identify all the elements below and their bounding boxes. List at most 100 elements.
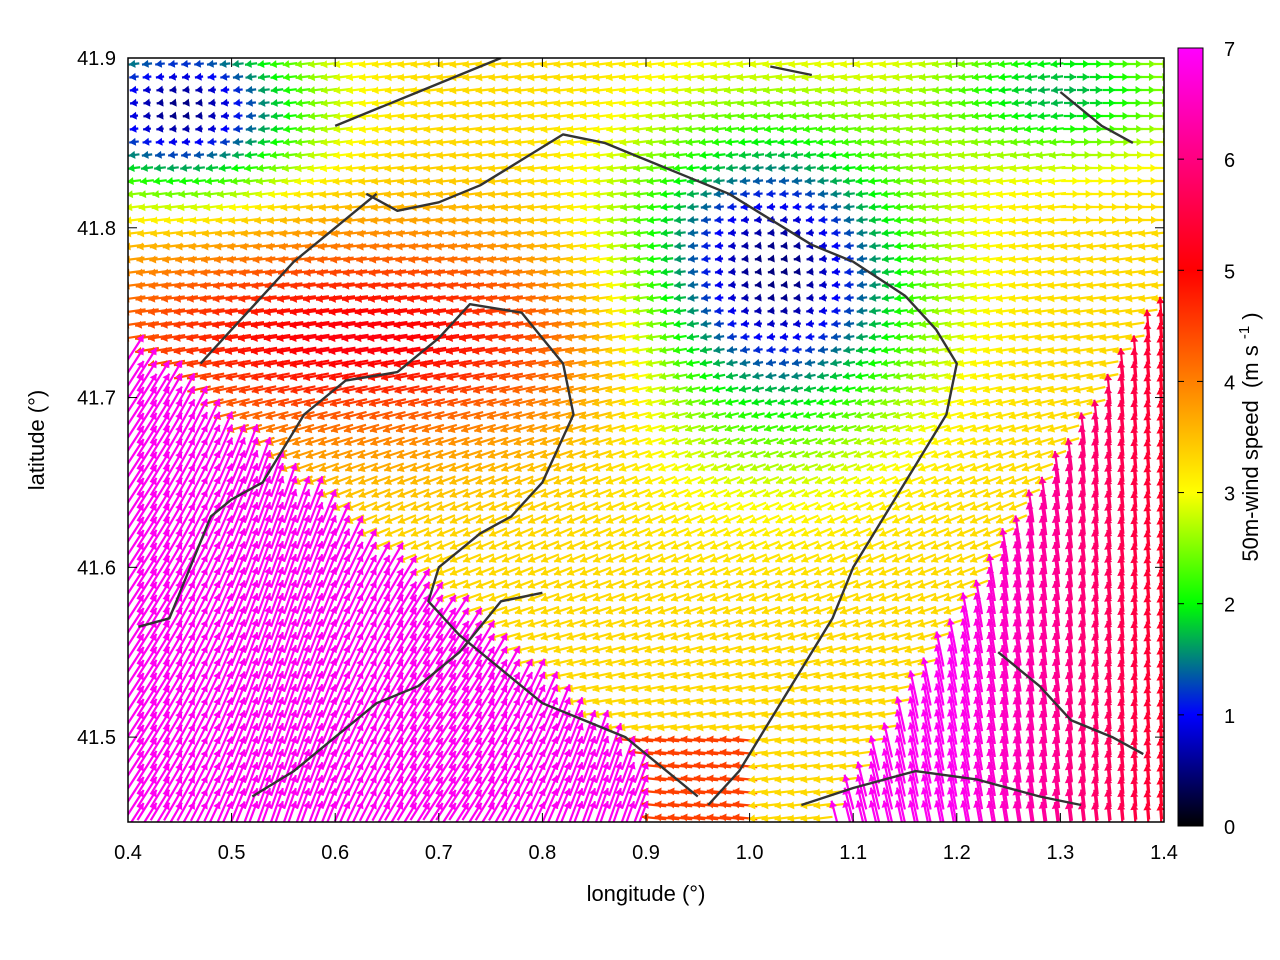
wind-vector-head bbox=[633, 203, 641, 212]
wind-vector-head bbox=[397, 125, 405, 134]
wind-vector-head bbox=[212, 307, 220, 316]
wind-vector-head bbox=[1047, 307, 1055, 316]
wind-vector-head bbox=[1034, 281, 1042, 290]
wind-vector-head bbox=[918, 73, 926, 82]
wind-vector-head bbox=[186, 334, 194, 342]
wind-vector-head bbox=[423, 151, 431, 160]
wind-vector-head bbox=[970, 229, 978, 238]
wind-vector-head bbox=[553, 125, 561, 134]
wind-vector-head bbox=[1021, 268, 1029, 277]
wind-vector-head bbox=[473, 255, 481, 264]
wind-vector-head bbox=[501, 99, 509, 108]
wind-vector-head bbox=[806, 267, 814, 276]
wind-vector-head bbox=[869, 228, 877, 237]
wind-vector-head bbox=[793, 280, 801, 289]
wind-vector-head bbox=[168, 150, 176, 159]
wind-vector-head bbox=[175, 255, 183, 264]
wind-vector-head bbox=[433, 281, 441, 290]
wind-vector-head bbox=[776, 99, 784, 108]
wind-vector-head bbox=[647, 268, 655, 277]
wind-vector-head bbox=[765, 163, 773, 172]
wind-vector-head bbox=[879, 73, 887, 82]
wind-vector-head bbox=[919, 151, 927, 160]
wind-vector-head bbox=[142, 137, 150, 146]
wind-vector-head bbox=[333, 73, 341, 82]
wind-vector-head bbox=[687, 215, 695, 224]
wind-vector-head bbox=[906, 164, 914, 173]
wind-vector-head bbox=[1071, 151, 1078, 159]
wind-vector-head bbox=[208, 85, 216, 94]
wind-vector-head bbox=[816, 385, 825, 393]
wind-vector-head bbox=[551, 346, 559, 355]
wind-vector-head bbox=[1069, 86, 1076, 94]
wind-vector-head bbox=[143, 111, 151, 120]
wind-vector-head bbox=[1024, 72, 1032, 81]
wind-vector-head bbox=[593, 164, 601, 173]
wind-vector-head bbox=[501, 60, 509, 69]
wind-vector-head bbox=[958, 99, 966, 108]
wind-vector-head bbox=[751, 424, 759, 433]
wind-vector-head bbox=[283, 112, 291, 120]
wind-vector-head bbox=[332, 190, 340, 199]
wind-vector-head bbox=[380, 334, 388, 343]
wind-vector-head bbox=[827, 60, 835, 69]
wind-vector-head bbox=[307, 60, 315, 69]
wind-vector-head bbox=[169, 124, 177, 133]
wind-vector-head bbox=[646, 346, 654, 355]
wind-vector-head bbox=[566, 99, 574, 108]
wind-vector-head bbox=[844, 306, 852, 315]
wind-vector-head bbox=[830, 189, 838, 198]
wind-vector-head bbox=[906, 138, 914, 147]
wind-vector-head bbox=[1021, 281, 1029, 290]
wind-vector-head bbox=[714, 241, 722, 250]
wind-vector-head bbox=[265, 255, 273, 264]
wind-vector-head bbox=[579, 86, 587, 95]
wind-vector-head bbox=[136, 334, 144, 343]
wind-vector-head bbox=[793, 306, 801, 315]
wind-vector-head bbox=[945, 73, 953, 82]
wind-vector-head bbox=[500, 255, 508, 264]
wind-vector-head bbox=[357, 216, 365, 225]
wind-vector-head bbox=[817, 163, 824, 172]
wind-vector-head bbox=[289, 321, 297, 329]
wind-vector-head bbox=[996, 190, 1004, 199]
wind-vector-head bbox=[674, 280, 682, 289]
wind-vector-head bbox=[383, 216, 391, 225]
wind-vector-head bbox=[165, 190, 173, 199]
wind-vector-head bbox=[246, 111, 253, 120]
wind-vector-head bbox=[701, 293, 709, 302]
wind-vector-head bbox=[270, 60, 278, 69]
wind-vector-head bbox=[619, 86, 626, 95]
wind-vector-head bbox=[1060, 333, 1068, 342]
wind-vector-head bbox=[739, 163, 747, 172]
wind-vector-head bbox=[354, 308, 362, 316]
wind-vector-head bbox=[1034, 255, 1042, 264]
wind-vector-head bbox=[135, 307, 143, 316]
wind-vector-head bbox=[776, 112, 784, 121]
wind-vector-head bbox=[1021, 333, 1029, 342]
wind-vector-head bbox=[445, 334, 454, 342]
wind-vector-head bbox=[514, 190, 522, 199]
wind-vector-head bbox=[1009, 164, 1017, 173]
wind-vector-head bbox=[741, 306, 749, 315]
wind-vector-head bbox=[855, 189, 863, 198]
wind-vector-head bbox=[844, 280, 852, 289]
wind-vector-head bbox=[295, 138, 303, 147]
wind-vector-head bbox=[579, 242, 587, 251]
wind-vector-head bbox=[302, 334, 310, 343]
wind-vector-head bbox=[868, 177, 876, 186]
wind-vector-head bbox=[970, 307, 978, 316]
wind-vector-head bbox=[710, 73, 718, 82]
wind-vector-head bbox=[749, 73, 757, 82]
wind-vector-head bbox=[1138, 242, 1146, 251]
wind-vector-head bbox=[475, 190, 483, 199]
wind-vector-head bbox=[579, 281, 587, 290]
wind-vector-head bbox=[855, 385, 863, 394]
wind-vector-head bbox=[632, 333, 640, 342]
wind-vector-head bbox=[674, 267, 682, 276]
wind-vector-head bbox=[370, 203, 378, 212]
wind-vector-head bbox=[997, 125, 1005, 134]
wind-vector-head bbox=[723, 60, 731, 69]
wind-vector-head bbox=[687, 189, 695, 198]
wind-vector-head bbox=[317, 242, 325, 251]
